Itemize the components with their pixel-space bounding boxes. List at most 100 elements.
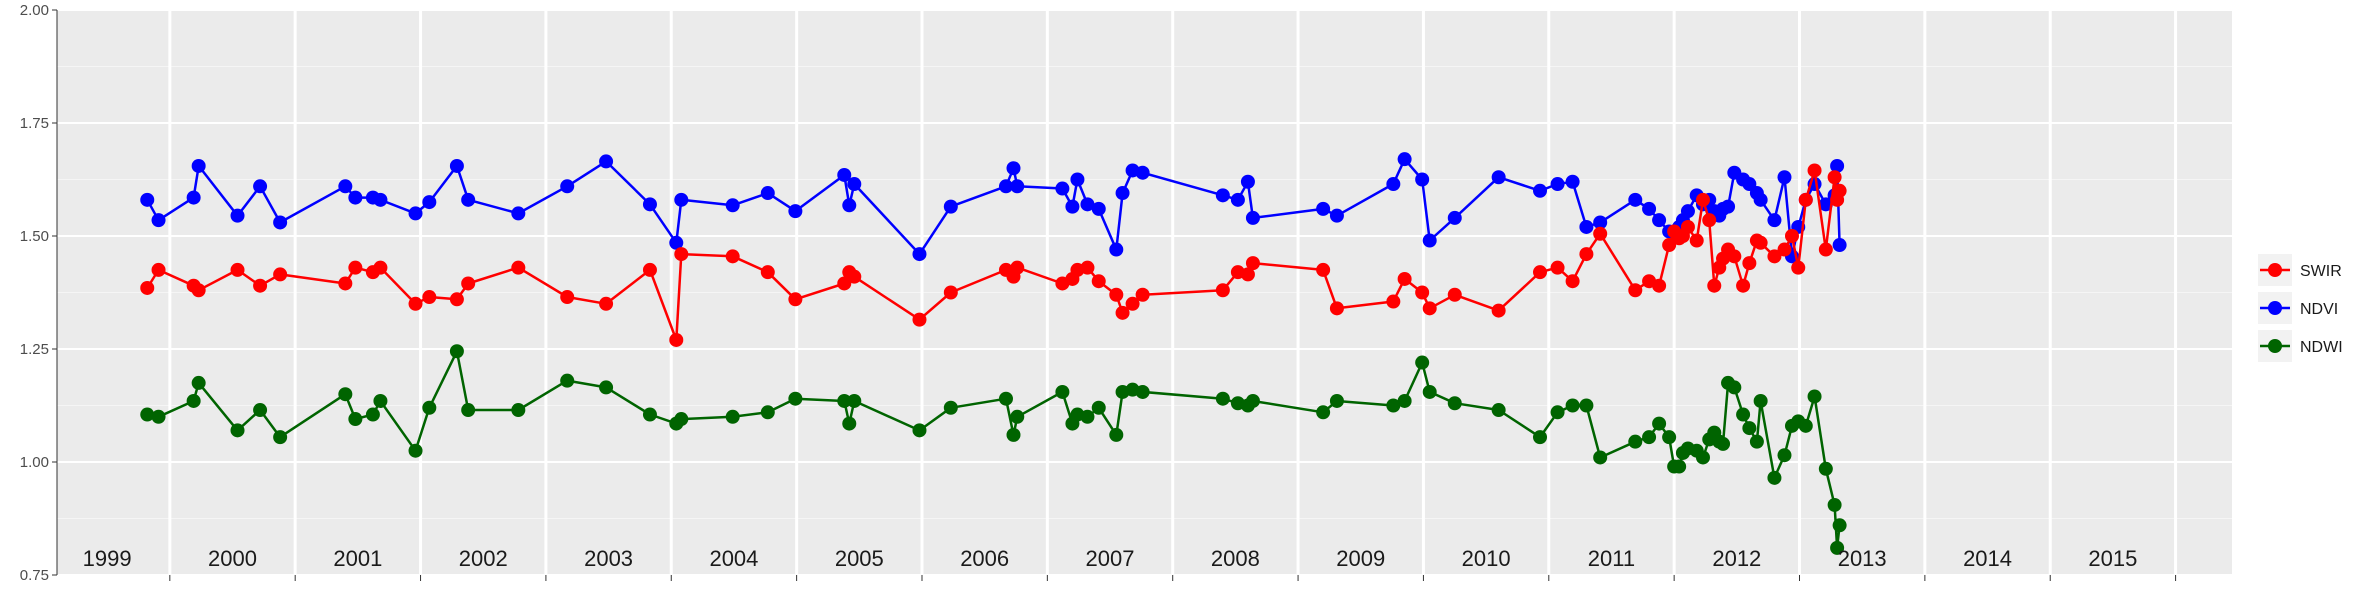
y-tick-label: 1.50 bbox=[20, 228, 49, 245]
data-point-ndwi bbox=[1055, 384, 1070, 399]
data-point-ndwi bbox=[1749, 434, 1764, 449]
data-point-swir bbox=[1689, 233, 1704, 248]
data-point-swir bbox=[669, 332, 684, 347]
data-point-ndvi bbox=[253, 179, 268, 194]
data-point-ndvi bbox=[1397, 152, 1412, 167]
y-tick-label: 1.75 bbox=[20, 115, 49, 132]
data-point-ndvi bbox=[373, 192, 388, 207]
data-point-ndvi bbox=[1115, 186, 1130, 201]
data-point-ndwi bbox=[1798, 418, 1813, 433]
data-point-ndwi bbox=[1422, 384, 1437, 399]
data-point-ndwi bbox=[1753, 393, 1768, 408]
series-ndwi bbox=[140, 344, 1847, 555]
series-line-ndvi bbox=[146, 157, 1841, 258]
data-point-ndvi bbox=[760, 186, 775, 201]
data-point-ndvi bbox=[511, 206, 526, 221]
data-point-swir bbox=[1010, 260, 1025, 275]
legend-item-ndwi: NDWI bbox=[2258, 330, 2343, 362]
data-point-ndwi bbox=[1736, 407, 1751, 422]
data-point-swir bbox=[1807, 163, 1822, 178]
data-point-ndvi bbox=[669, 235, 684, 250]
data-point-ndvi bbox=[788, 204, 803, 219]
data-point-swir bbox=[461, 276, 476, 291]
legend-label: NDVI bbox=[2300, 301, 2338, 318]
data-point-swir bbox=[1491, 303, 1506, 318]
data-point-ndwi bbox=[837, 393, 852, 408]
data-point-ndwi bbox=[1006, 427, 1021, 442]
data-point-ndvi bbox=[1010, 179, 1025, 194]
data-point-swir bbox=[1565, 274, 1580, 289]
data-point-ndwi bbox=[151, 409, 166, 424]
data-point-swir bbox=[912, 312, 927, 327]
data-point-swir bbox=[1753, 235, 1768, 250]
data-point-ndvi bbox=[1135, 165, 1150, 180]
series-lines bbox=[140, 152, 1847, 555]
data-point-ndvi bbox=[408, 206, 423, 221]
data-point-ndwi bbox=[1491, 403, 1506, 418]
data-point-ndwi bbox=[1695, 450, 1710, 465]
data-point-swir bbox=[191, 283, 206, 298]
series-swir bbox=[140, 163, 1847, 347]
data-point-ndwi bbox=[642, 407, 657, 422]
data-point-swir bbox=[511, 260, 526, 275]
data-point-swir bbox=[1245, 256, 1260, 271]
data-point-swir bbox=[1135, 287, 1150, 302]
data-point-ndvi bbox=[461, 192, 476, 207]
year-label: 2012 bbox=[1712, 546, 1761, 571]
data-point-ndvi bbox=[642, 197, 657, 212]
data-point-ndwi bbox=[1245, 393, 1260, 408]
data-point-ndwi bbox=[1628, 434, 1643, 449]
data-point-ndvi bbox=[560, 179, 575, 194]
data-point-swir bbox=[1798, 192, 1813, 207]
data-point-ndwi bbox=[1767, 470, 1782, 485]
data-point-swir bbox=[1329, 301, 1344, 316]
data-point-ndvi bbox=[847, 177, 862, 192]
data-point-swir bbox=[943, 285, 958, 300]
data-point-ndwi bbox=[1080, 409, 1095, 424]
data-point-ndwi bbox=[998, 391, 1013, 406]
data-point-swir bbox=[1533, 265, 1548, 280]
y-axis: 0.75 1.00 1.25 1.50 1.75 2.00 bbox=[20, 2, 58, 584]
data-point-ndwi bbox=[273, 430, 288, 445]
data-point-ndwi bbox=[1550, 405, 1565, 420]
data-point-ndvi bbox=[1830, 158, 1845, 173]
legend-item-swir: SWIR bbox=[2258, 254, 2342, 286]
data-point-swir bbox=[1579, 247, 1594, 262]
legend-key-point bbox=[2268, 339, 2282, 353]
year-label: 2003 bbox=[584, 546, 633, 571]
data-point-ndwi bbox=[1593, 450, 1608, 465]
year-label: 2010 bbox=[1462, 546, 1511, 571]
data-point-ndvi bbox=[1652, 213, 1667, 228]
y-tick-label: 2.00 bbox=[20, 2, 49, 19]
data-point-ndwi bbox=[1415, 355, 1430, 370]
data-point-ndwi bbox=[1832, 518, 1847, 533]
data-point-swir bbox=[338, 276, 353, 291]
data-point-ndvi bbox=[140, 192, 155, 207]
data-point-ndwi bbox=[1830, 540, 1845, 555]
data-point-ndwi bbox=[1777, 448, 1792, 463]
data-point-ndvi bbox=[151, 213, 166, 228]
data-point-ndwi bbox=[365, 407, 380, 422]
year-label: 1999 bbox=[83, 546, 132, 571]
year-label: 2000 bbox=[208, 546, 257, 571]
data-point-ndvi bbox=[1245, 210, 1260, 225]
data-point-ndvi bbox=[191, 158, 206, 173]
data-point-ndwi bbox=[725, 409, 740, 424]
data-point-ndwi bbox=[191, 375, 206, 390]
data-point-ndvi bbox=[186, 190, 201, 205]
data-point-swir bbox=[1707, 278, 1722, 293]
data-point-ndvi bbox=[1055, 181, 1070, 196]
year-label: 2002 bbox=[459, 546, 508, 571]
data-point-ndvi bbox=[1767, 213, 1782, 228]
data-point-swir bbox=[1125, 296, 1140, 311]
data-point-swir bbox=[1784, 229, 1799, 243]
data-point-swir bbox=[837, 276, 852, 291]
data-point-swir bbox=[1115, 305, 1130, 320]
data-point-ndwi bbox=[1818, 461, 1833, 476]
data-point-ndvi bbox=[1109, 242, 1124, 257]
data-point-ndvi bbox=[1642, 201, 1657, 216]
data-point-ndwi bbox=[348, 412, 363, 427]
data-point-swir bbox=[1415, 285, 1430, 300]
data-point-ndwi bbox=[1642, 430, 1657, 445]
year-label: 2008 bbox=[1211, 546, 1260, 571]
